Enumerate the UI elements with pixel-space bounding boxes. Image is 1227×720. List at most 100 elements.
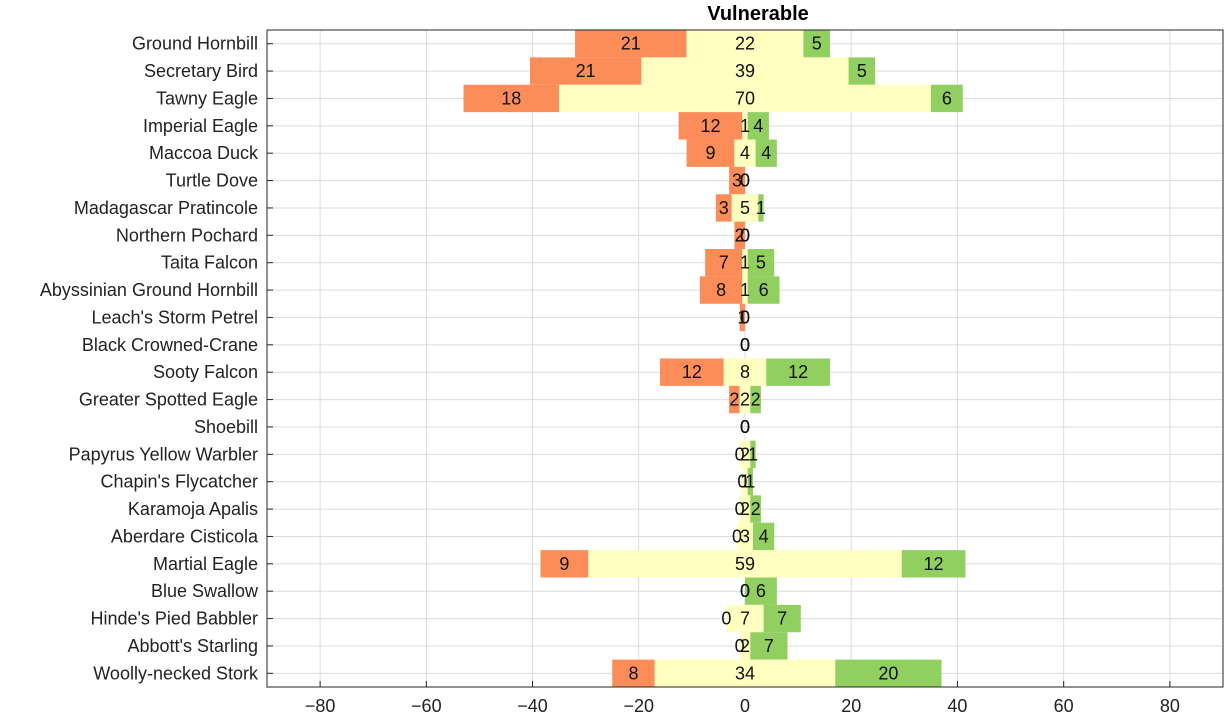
bar-segment <box>750 495 761 523</box>
bar-segment <box>747 468 753 496</box>
x-tick-label: 0 <box>740 696 750 716</box>
data-label: 0 <box>735 499 745 519</box>
data-label: 8 <box>716 280 726 300</box>
bar-segment <box>678 112 743 140</box>
data-label: 4 <box>761 143 771 163</box>
data-label: 0 <box>740 581 750 601</box>
data-label: 1 <box>748 444 758 464</box>
x-tick-labels: −80 −60 −40 −20 0 20 40 60 80 <box>305 696 1180 716</box>
data-label: 7 <box>740 609 750 629</box>
data-label: 5 <box>857 61 867 81</box>
category-label: Woolly-necked Stork <box>93 663 259 683</box>
data-label: 3 <box>719 198 729 218</box>
data-label: 6 <box>756 581 766 601</box>
data-label: 5 <box>756 253 766 273</box>
data-label: 20 <box>878 663 898 683</box>
category-label: Hinde's Pied Babbler <box>90 609 258 629</box>
data-label: 1 <box>756 198 766 218</box>
bar-segment <box>739 303 745 332</box>
data-label: 4 <box>753 116 763 136</box>
data-label: 9 <box>559 554 569 574</box>
category-label: Ground Hornbill <box>132 34 258 54</box>
x-tick-label: −60 <box>411 696 442 716</box>
data-label: 6 <box>759 280 769 300</box>
data-label: 1 <box>740 280 750 300</box>
category-label: Chapin's Flycatcher <box>101 472 259 492</box>
x-tick-label: −20 <box>624 696 655 716</box>
bar-segment <box>835 659 942 687</box>
data-label: 21 <box>576 61 596 81</box>
category-label: Turtle Dove <box>166 171 258 191</box>
bar-segment <box>742 112 748 140</box>
category-label: Maccoa Duck <box>149 143 259 163</box>
category-label: Karamoja Apalis <box>128 499 258 519</box>
bar-segment <box>723 358 767 386</box>
data-label: 9 <box>705 143 715 163</box>
category-label: Taita Falcon <box>161 253 258 273</box>
category-label: Greater Spotted Eagle <box>79 390 258 410</box>
bar-segment <box>729 385 740 414</box>
data-label: 1 <box>737 307 747 327</box>
data-label: 22 <box>735 34 755 54</box>
bar-segment <box>726 604 764 633</box>
x-tick-label: 60 <box>1054 696 1074 716</box>
bar-segment <box>739 440 751 468</box>
category-label: Martial Eagle <box>153 554 258 574</box>
bar-segment <box>734 221 745 249</box>
data-label: 8 <box>628 663 638 683</box>
bars <box>463 30 966 687</box>
bar-segment <box>715 194 732 222</box>
data-label: 12 <box>700 116 720 136</box>
data-label: 70 <box>735 88 755 108</box>
data-label: 1 <box>740 253 750 273</box>
data-label: 1 <box>740 116 750 136</box>
data-label: 3 <box>732 171 742 191</box>
bar-segment <box>848 57 876 85</box>
data-label: 0 <box>740 335 750 355</box>
bar-segment <box>654 659 836 687</box>
data-label: 1 <box>740 472 750 492</box>
data-label: 2 <box>751 499 761 519</box>
category-label: Abyssinian Ground Hornbill <box>40 280 258 300</box>
data-label: 12 <box>682 362 702 382</box>
bar-segment <box>463 84 560 113</box>
category-label: Sooty Falcon <box>153 362 258 382</box>
data-label: 7 <box>719 253 729 273</box>
category-label: Secretary Bird <box>144 61 258 81</box>
data-label: 0 <box>740 307 750 327</box>
bar-segment <box>731 194 759 222</box>
data-label: 0 <box>740 225 750 245</box>
bar-segment <box>729 166 745 195</box>
data-label: 12 <box>788 362 808 382</box>
data-label: 0 <box>735 636 745 656</box>
bar-segment <box>803 30 830 58</box>
x-tick-label: 20 <box>841 696 861 716</box>
bar-segment <box>747 276 780 304</box>
bar-segment <box>752 522 775 551</box>
category-label: Northern Pochard <box>116 225 258 245</box>
data-label: 0 <box>740 335 750 355</box>
category-label: Leach's Storm Petrel <box>91 307 258 327</box>
bar-segment <box>763 604 801 633</box>
data-label: 2 <box>740 390 750 410</box>
data-label: 2 <box>751 390 761 410</box>
category-label: Imperial Eagle <box>143 116 258 136</box>
data-label: 0 <box>740 171 750 191</box>
data-label: 2 <box>735 225 745 245</box>
bar-segment <box>742 468 748 496</box>
bar-segment <box>588 550 902 578</box>
bar-segment <box>705 249 743 277</box>
bar-segment <box>686 139 735 167</box>
data-label: 2 <box>740 636 750 656</box>
bar-segment <box>612 659 655 687</box>
bar-segment <box>758 194 764 222</box>
data-label: 5 <box>812 34 822 54</box>
bar-segment <box>660 358 724 386</box>
bar-segment <box>742 249 748 277</box>
data-label: 18 <box>501 88 521 108</box>
x-tick-label: 40 <box>947 696 967 716</box>
bar-segment <box>641 57 849 85</box>
category-label: Madagascar Pratincole <box>74 198 258 218</box>
data-label: 0 <box>737 472 747 492</box>
